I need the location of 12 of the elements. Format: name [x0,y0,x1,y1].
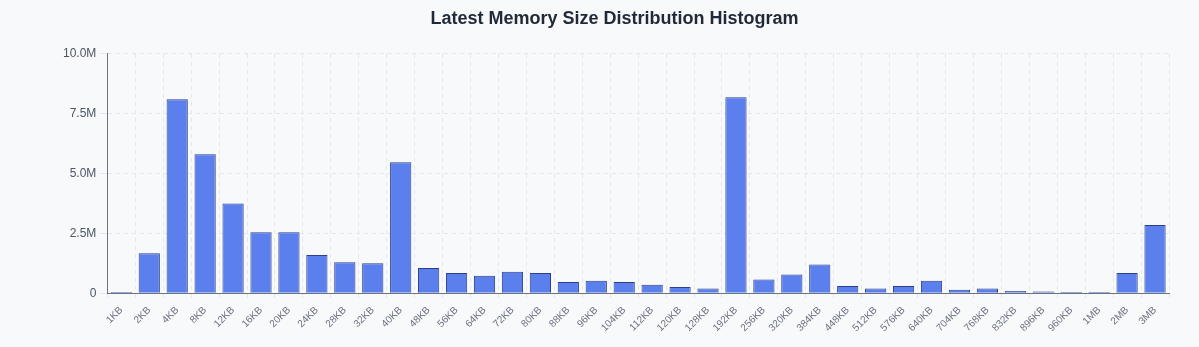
x-tick-label: 2KB [131,303,153,326]
x-tick-label: 8KB [187,303,209,326]
chart-title: Latest Memory Size Distribution Histogram [430,7,799,28]
y-tick-label: 7.5M [69,105,97,120]
x-tick-label: 3MB [1136,303,1159,327]
y-tick-label: 10.0M [62,45,97,60]
y-tick-label: 2.5M [69,225,97,240]
x-tick-label: 4KB [159,303,181,326]
x-tick-label: 1KB [103,303,125,326]
y-tick-label: 0 [89,285,97,300]
y-tick-label: 5.0M [69,165,97,180]
x-tick-label: 1MB [1080,303,1103,327]
